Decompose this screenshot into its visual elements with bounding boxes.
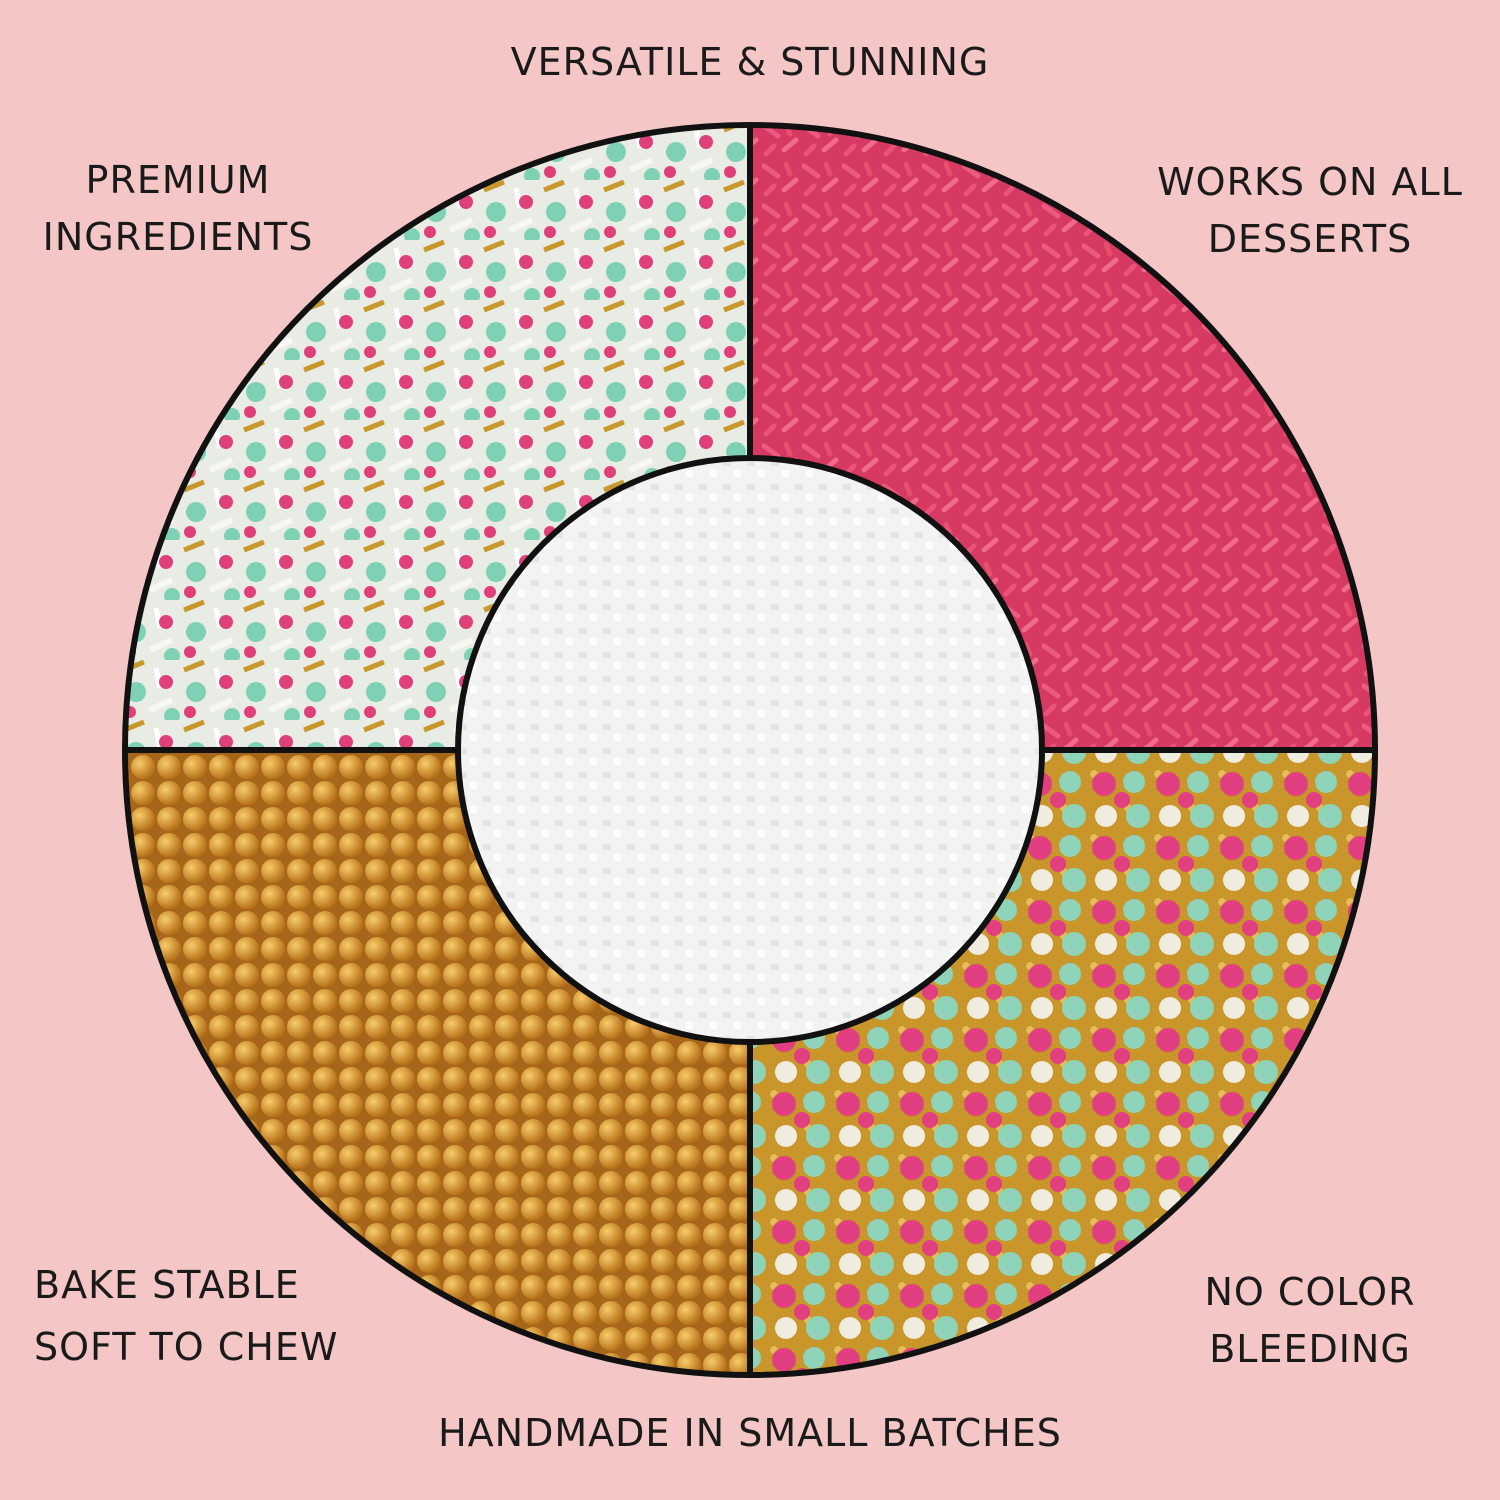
label-bake-stable: BAKE STABLE SOFT TO CHEW [34,1254,338,1378]
label-premium-ingredients: PREMIUM INGREDIENTS [28,152,328,266]
label-line: BLEEDING [1209,1327,1411,1371]
label-versatile-stunning: VERSATILE & STUNNING [510,40,990,84]
label-handmade-small-batches: HANDMADE IN SMALL BATCHES [438,1411,1062,1455]
label-line: BAKE STABLE [34,1263,300,1307]
outer-ring [122,122,1378,1378]
label-no-color-bleeding: NO COLOR BLEEDING [1160,1264,1460,1378]
label-line: PREMIUM [85,158,271,202]
label-line: SOFT TO CHEW [34,1325,339,1369]
label-line: INGREDIENTS [42,215,314,259]
label-line: DESSERTS [1207,217,1413,261]
label-line: WORKS ON ALL [1157,160,1463,204]
label-line: NO COLOR [1204,1270,1416,1314]
center-sanding-sugar [455,455,1045,1045]
label-works-on-all-desserts: WORKS ON ALL DESSERTS [1140,154,1480,268]
